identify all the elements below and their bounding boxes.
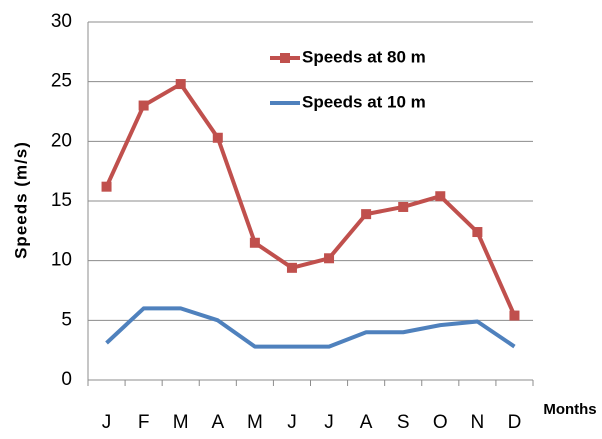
x-tick-label: D xyxy=(508,412,522,433)
x-tick-label: M xyxy=(173,412,189,433)
x-tick-label: O xyxy=(433,412,448,433)
x-tick-label: J xyxy=(102,412,112,433)
point-marker xyxy=(324,253,335,264)
legend-marker xyxy=(280,53,290,63)
point-marker xyxy=(509,310,520,321)
x-tick-label: M xyxy=(247,412,263,433)
x-tick-label: J xyxy=(324,412,334,433)
y-tick-label: 15 xyxy=(51,190,72,211)
x-tick-label: J xyxy=(287,412,297,433)
point-marker xyxy=(398,201,409,212)
point-marker xyxy=(435,191,446,202)
point-marker xyxy=(212,132,223,143)
series-line xyxy=(104,82,517,317)
x-axis-label: Months xyxy=(543,401,596,418)
point-marker xyxy=(361,209,372,220)
y-tick-label: 0 xyxy=(61,369,72,390)
series-line xyxy=(105,306,516,349)
point-marker xyxy=(472,227,483,238)
point-marker xyxy=(249,237,260,248)
y-tick-label: 5 xyxy=(61,309,72,330)
point-marker xyxy=(175,79,186,90)
legend-label: Speeds at 10 m xyxy=(302,92,426,111)
x-tick-label: A xyxy=(211,412,224,433)
y-tick-label: 20 xyxy=(51,130,72,151)
y-tick-label: 25 xyxy=(51,71,72,92)
y-tick-label: 30 xyxy=(51,11,72,32)
y-axis-label: Speeds (m/s) xyxy=(11,141,30,259)
y-tick-label: 10 xyxy=(51,250,72,271)
point-marker xyxy=(138,100,149,111)
point-marker xyxy=(101,181,112,192)
x-tick-label: S xyxy=(397,412,410,433)
x-tick-label: N xyxy=(471,412,485,433)
legend-label: Speeds at 80 m xyxy=(302,47,426,66)
x-tick-label: F xyxy=(138,412,150,433)
x-tick-label: A xyxy=(360,412,373,433)
point-marker xyxy=(286,262,297,273)
